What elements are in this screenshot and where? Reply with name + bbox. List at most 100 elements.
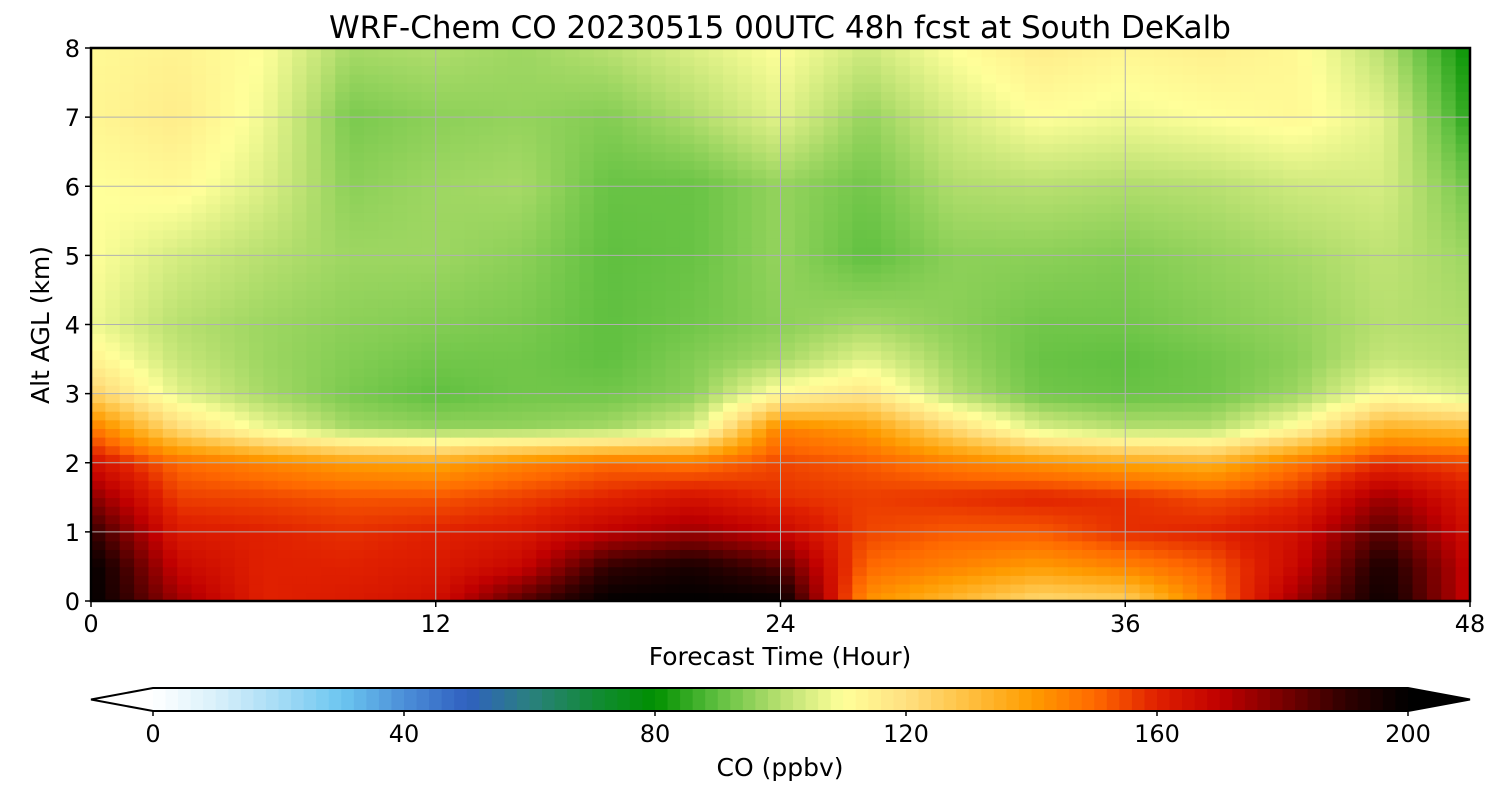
heatmap-cell: [909, 557, 925, 568]
heatmap-cell: [550, 540, 566, 550]
heatmap-cell: [766, 445, 782, 455]
heatmap-cell: [636, 436, 653, 447]
heatmap-cell: [91, 514, 107, 525]
heatmap-cell: [249, 367, 265, 378]
heatmap-cell: [665, 575, 681, 585]
heatmap-cell: [1383, 514, 1399, 525]
heatmap-cell: [392, 203, 408, 213]
heatmap-cell: [1211, 264, 1227, 274]
heatmap-cell: [723, 281, 739, 291]
heatmap-cell: [909, 298, 925, 309]
heatmap-cell: [234, 324, 250, 334]
heatmap-cell: [981, 307, 997, 317]
heatmap-cell: [1182, 367, 1198, 378]
heatmap-cell: [493, 505, 509, 516]
heatmap-cell: [450, 583, 466, 594]
heatmap-cell: [177, 238, 193, 248]
heatmap-cell: [421, 246, 437, 257]
heatmap-cell: [866, 212, 882, 222]
heatmap-cell: [349, 488, 365, 499]
heatmap-cell: [1426, 255, 1443, 265]
heatmap-cell: [708, 160, 724, 170]
heatmap-cell: [837, 523, 854, 533]
heatmap-cell: [1053, 592, 1069, 601]
heatmap-cell: [464, 402, 480, 412]
heatmap-cell: [780, 549, 796, 559]
heatmap-cell: [349, 333, 365, 343]
heatmap-cell: [1383, 298, 1399, 309]
heatmap-cell: [1110, 531, 1127, 542]
heatmap-cell: [895, 436, 911, 447]
heatmap-cell: [1197, 462, 1213, 473]
heatmap-cell: [924, 264, 940, 274]
heatmap-cell: [1383, 531, 1399, 542]
heatmap-cell: [450, 186, 466, 196]
heatmap-cell: [593, 333, 609, 343]
heatmap-cell: [1039, 186, 1055, 196]
heatmap-cell: [550, 384, 566, 395]
heatmap-cell: [1398, 566, 1414, 576]
heatmap-cell: [1082, 566, 1098, 576]
heatmap-cell: [866, 289, 882, 300]
heatmap-cell: [593, 505, 609, 516]
heatmap-cell: [450, 246, 466, 257]
heatmap-cell: [1240, 549, 1256, 559]
heatmap-cell: [478, 315, 494, 326]
heatmap-cell: [651, 575, 667, 585]
heatmap-cell: [507, 272, 523, 283]
heatmap-cell: [205, 376, 222, 386]
heatmap-cell: [737, 229, 753, 239]
heatmap-cell: [1010, 436, 1026, 447]
heatmap-cell: [651, 160, 667, 170]
heatmap-cell: [363, 367, 380, 378]
heatmap-cell: [536, 531, 552, 542]
heatmap-cell: [766, 255, 782, 265]
heatmap-cell: [952, 289, 969, 300]
heatmap-cell: [1139, 540, 1155, 550]
heatmap-cell: [1125, 505, 1141, 516]
heatmap-cell: [335, 238, 351, 248]
heatmap-cell: [134, 531, 150, 542]
heatmap-cell: [521, 462, 538, 473]
heatmap-cell: [234, 264, 250, 274]
heatmap-cell: [651, 566, 667, 576]
heatmap-cell: [852, 428, 868, 438]
heatmap-cell: [780, 514, 796, 525]
heatmap-cell: [234, 402, 250, 412]
heatmap-cell: [1053, 410, 1069, 421]
heatmap-cell: [1082, 393, 1098, 404]
heatmap-cell: [478, 281, 494, 291]
heatmap-cell: [995, 454, 1012, 464]
heatmap-cell: [1082, 194, 1098, 205]
heatmap-cell: [1311, 480, 1328, 490]
heatmap-cell: [507, 514, 523, 525]
heatmap-cell: [349, 264, 365, 274]
heatmap-cell: [1182, 289, 1198, 300]
heatmap-cell: [737, 480, 753, 490]
heatmap-cell: [651, 281, 667, 291]
heatmap-cell: [895, 531, 911, 542]
heatmap-cell: [1096, 497, 1112, 507]
heatmap-cell: [1197, 255, 1213, 265]
heatmap-cell: [1067, 428, 1083, 438]
heatmap-cell: [306, 549, 322, 559]
heatmap-cell: [1311, 359, 1328, 369]
heatmap-cell: [794, 289, 811, 300]
heatmap-cell: [1067, 514, 1083, 525]
heatmap-cell: [737, 203, 753, 213]
heatmap-cell: [1455, 566, 1470, 576]
heatmap-cell: [794, 212, 811, 222]
heatmap-cell: [636, 402, 653, 412]
heatmap-cell: [464, 307, 480, 317]
heatmap-cell: [292, 583, 308, 594]
heatmap-cell: [766, 393, 782, 404]
heatmap-cell: [1441, 575, 1457, 585]
heatmap-cell: [766, 462, 782, 473]
heatmap-cell: [823, 436, 839, 447]
heatmap-cell: [1412, 160, 1428, 170]
heatmap-cell: [234, 549, 250, 559]
heatmap-cell: [995, 471, 1012, 481]
heatmap-cell: [1110, 177, 1127, 188]
heatmap-cell: [1010, 566, 1026, 576]
heatmap-cell: [1053, 445, 1069, 455]
